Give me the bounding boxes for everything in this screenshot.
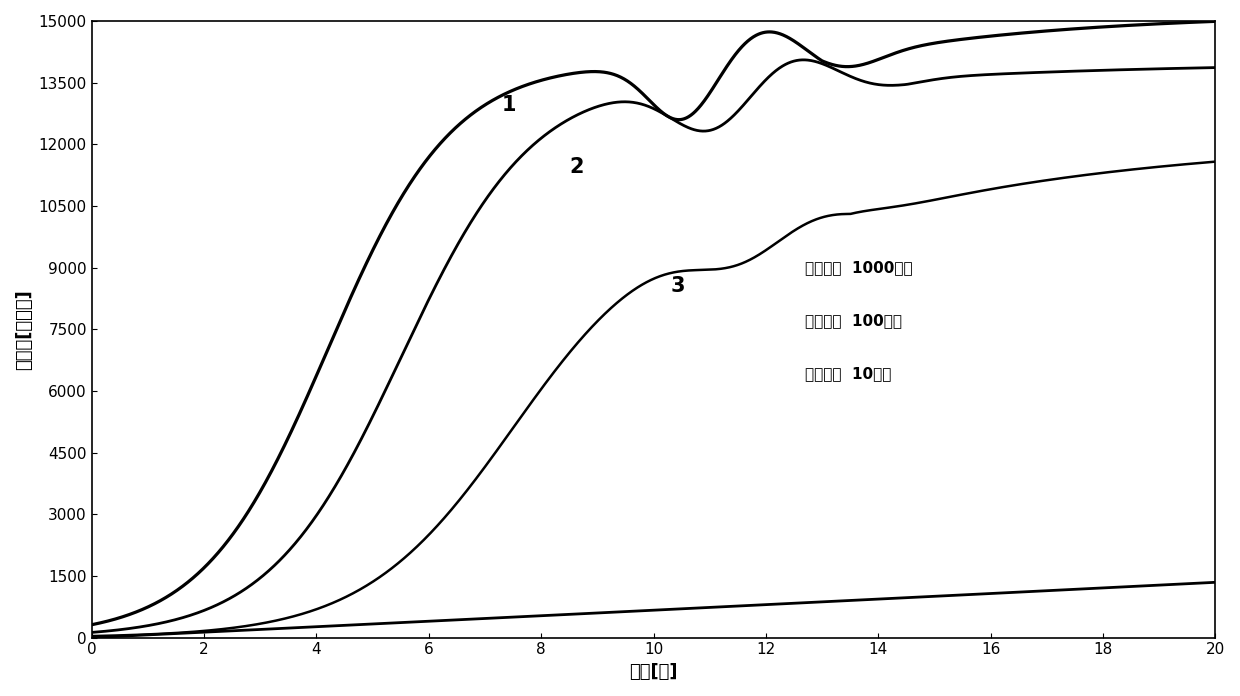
Text: 3: 3 [671,276,684,296]
Text: 1: 1 [502,95,516,116]
X-axis label: 时间[分]: 时间[分] [629,663,678,681]
Text: 蓝色曲线  100拷贝: 蓝色曲线 100拷贝 [805,313,903,329]
Text: 2: 2 [569,157,584,177]
Text: 红色曲线  1000拷贝: 红色曲线 1000拷贝 [805,260,913,275]
Text: 绿色曲线  10拷贝: 绿色曲线 10拷贝 [805,367,892,381]
Y-axis label: 荧光値[荷尔伏]: 荧光値[荷尔伏] [15,289,33,370]
